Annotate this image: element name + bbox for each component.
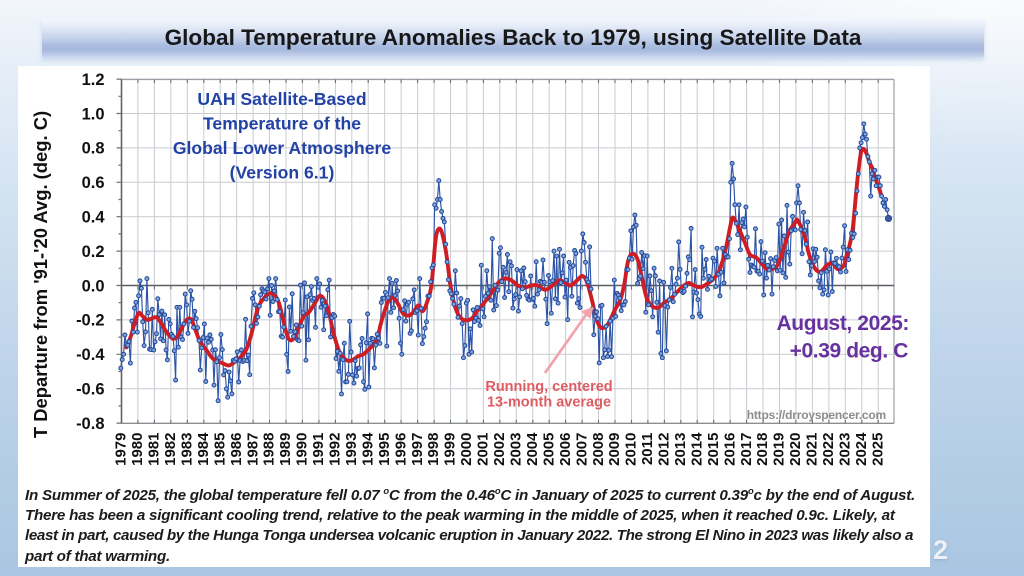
svg-text:1992: 1992 bbox=[327, 433, 344, 466]
svg-text:2000: 2000 bbox=[458, 433, 475, 466]
svg-text:1982: 1982 bbox=[162, 433, 179, 466]
svg-text:1.2: 1.2 bbox=[82, 71, 105, 89]
svg-text:0.2: 0.2 bbox=[82, 243, 105, 261]
svg-text:1981: 1981 bbox=[146, 433, 163, 466]
svg-text:2006: 2006 bbox=[557, 433, 574, 466]
svg-text:2022: 2022 bbox=[820, 433, 837, 466]
svg-text:2023: 2023 bbox=[837, 433, 854, 466]
svg-text:2005: 2005 bbox=[540, 433, 557, 466]
svg-text:2019: 2019 bbox=[771, 433, 788, 466]
svg-text:2003: 2003 bbox=[508, 433, 525, 466]
svg-text:+0.39 deg. C: +0.39 deg. C bbox=[790, 340, 909, 363]
svg-text:August, 2025:: August, 2025: bbox=[777, 312, 910, 335]
svg-text:2021: 2021 bbox=[804, 433, 821, 466]
svg-text:2024: 2024 bbox=[853, 432, 870, 466]
svg-text:0.8: 0.8 bbox=[82, 140, 105, 158]
svg-text:1996: 1996 bbox=[392, 433, 409, 466]
svg-text:1999: 1999 bbox=[442, 433, 459, 466]
svg-text:-0.6: -0.6 bbox=[76, 381, 104, 399]
svg-text:Global Lower Atmosphere: Global Lower Atmosphere bbox=[173, 138, 392, 158]
svg-text:2014: 2014 bbox=[689, 432, 706, 466]
svg-text:-0.2: -0.2 bbox=[76, 312, 104, 330]
svg-text:2015: 2015 bbox=[705, 433, 722, 466]
svg-text:-0.4: -0.4 bbox=[76, 346, 105, 364]
svg-text:1998: 1998 bbox=[425, 433, 442, 466]
svg-text:2010: 2010 bbox=[623, 433, 640, 466]
svg-text:1997: 1997 bbox=[409, 433, 426, 466]
svg-text:1980: 1980 bbox=[129, 433, 146, 466]
svg-text:2017: 2017 bbox=[738, 433, 755, 466]
svg-text:1991: 1991 bbox=[310, 433, 327, 466]
svg-text:1987: 1987 bbox=[244, 433, 261, 466]
svg-text:1994: 1994 bbox=[359, 432, 376, 466]
svg-text:2007: 2007 bbox=[573, 433, 590, 466]
svg-text:1983: 1983 bbox=[179, 433, 196, 466]
svg-text:2009: 2009 bbox=[606, 433, 623, 466]
svg-text:1.0: 1.0 bbox=[82, 105, 105, 123]
svg-text:2001: 2001 bbox=[475, 432, 492, 465]
svg-text:Running, centered: Running, centered bbox=[485, 379, 612, 395]
svg-text:2016: 2016 bbox=[721, 433, 738, 466]
svg-text:1979: 1979 bbox=[113, 433, 130, 466]
svg-text:2011: 2011 bbox=[639, 433, 656, 466]
svg-text:2012: 2012 bbox=[656, 433, 673, 466]
svg-text:1990: 1990 bbox=[294, 433, 311, 466]
svg-text:0.6: 0.6 bbox=[82, 174, 105, 192]
svg-text:2002: 2002 bbox=[491, 433, 508, 466]
svg-text:https://drroyspencer.com: https://drroyspencer.com bbox=[747, 408, 886, 422]
svg-text:13-month average: 13-month average bbox=[487, 395, 611, 411]
svg-text:-0.8: -0.8 bbox=[76, 415, 104, 433]
svg-text:0.0: 0.0 bbox=[82, 277, 105, 295]
svg-text:1986: 1986 bbox=[228, 433, 245, 466]
svg-text:2025: 2025 bbox=[869, 433, 886, 466]
svg-text:(Version 6.1): (Version 6.1) bbox=[230, 163, 335, 183]
svg-text:2020: 2020 bbox=[787, 433, 804, 466]
svg-text:1988: 1988 bbox=[261, 433, 278, 466]
svg-text:1993: 1993 bbox=[343, 433, 360, 466]
svg-text:2013: 2013 bbox=[672, 433, 689, 466]
svg-text:1985: 1985 bbox=[211, 433, 228, 466]
svg-text:2018: 2018 bbox=[754, 433, 771, 466]
svg-text:1995: 1995 bbox=[376, 433, 393, 466]
svg-text:1989: 1989 bbox=[277, 433, 294, 466]
svg-text:Temperature of the: Temperature of the bbox=[203, 114, 361, 134]
svg-text:2008: 2008 bbox=[590, 433, 607, 466]
svg-text:0.4: 0.4 bbox=[82, 209, 106, 227]
svg-text:T Departure from '91-'20 Avg.: T Departure from '91-'20 Avg. (deg. C) bbox=[30, 111, 51, 438]
svg-text:UAH Satellite-Based: UAH Satellite-Based bbox=[197, 89, 366, 109]
svg-text:1984: 1984 bbox=[195, 432, 212, 466]
svg-text:2004: 2004 bbox=[524, 432, 541, 466]
